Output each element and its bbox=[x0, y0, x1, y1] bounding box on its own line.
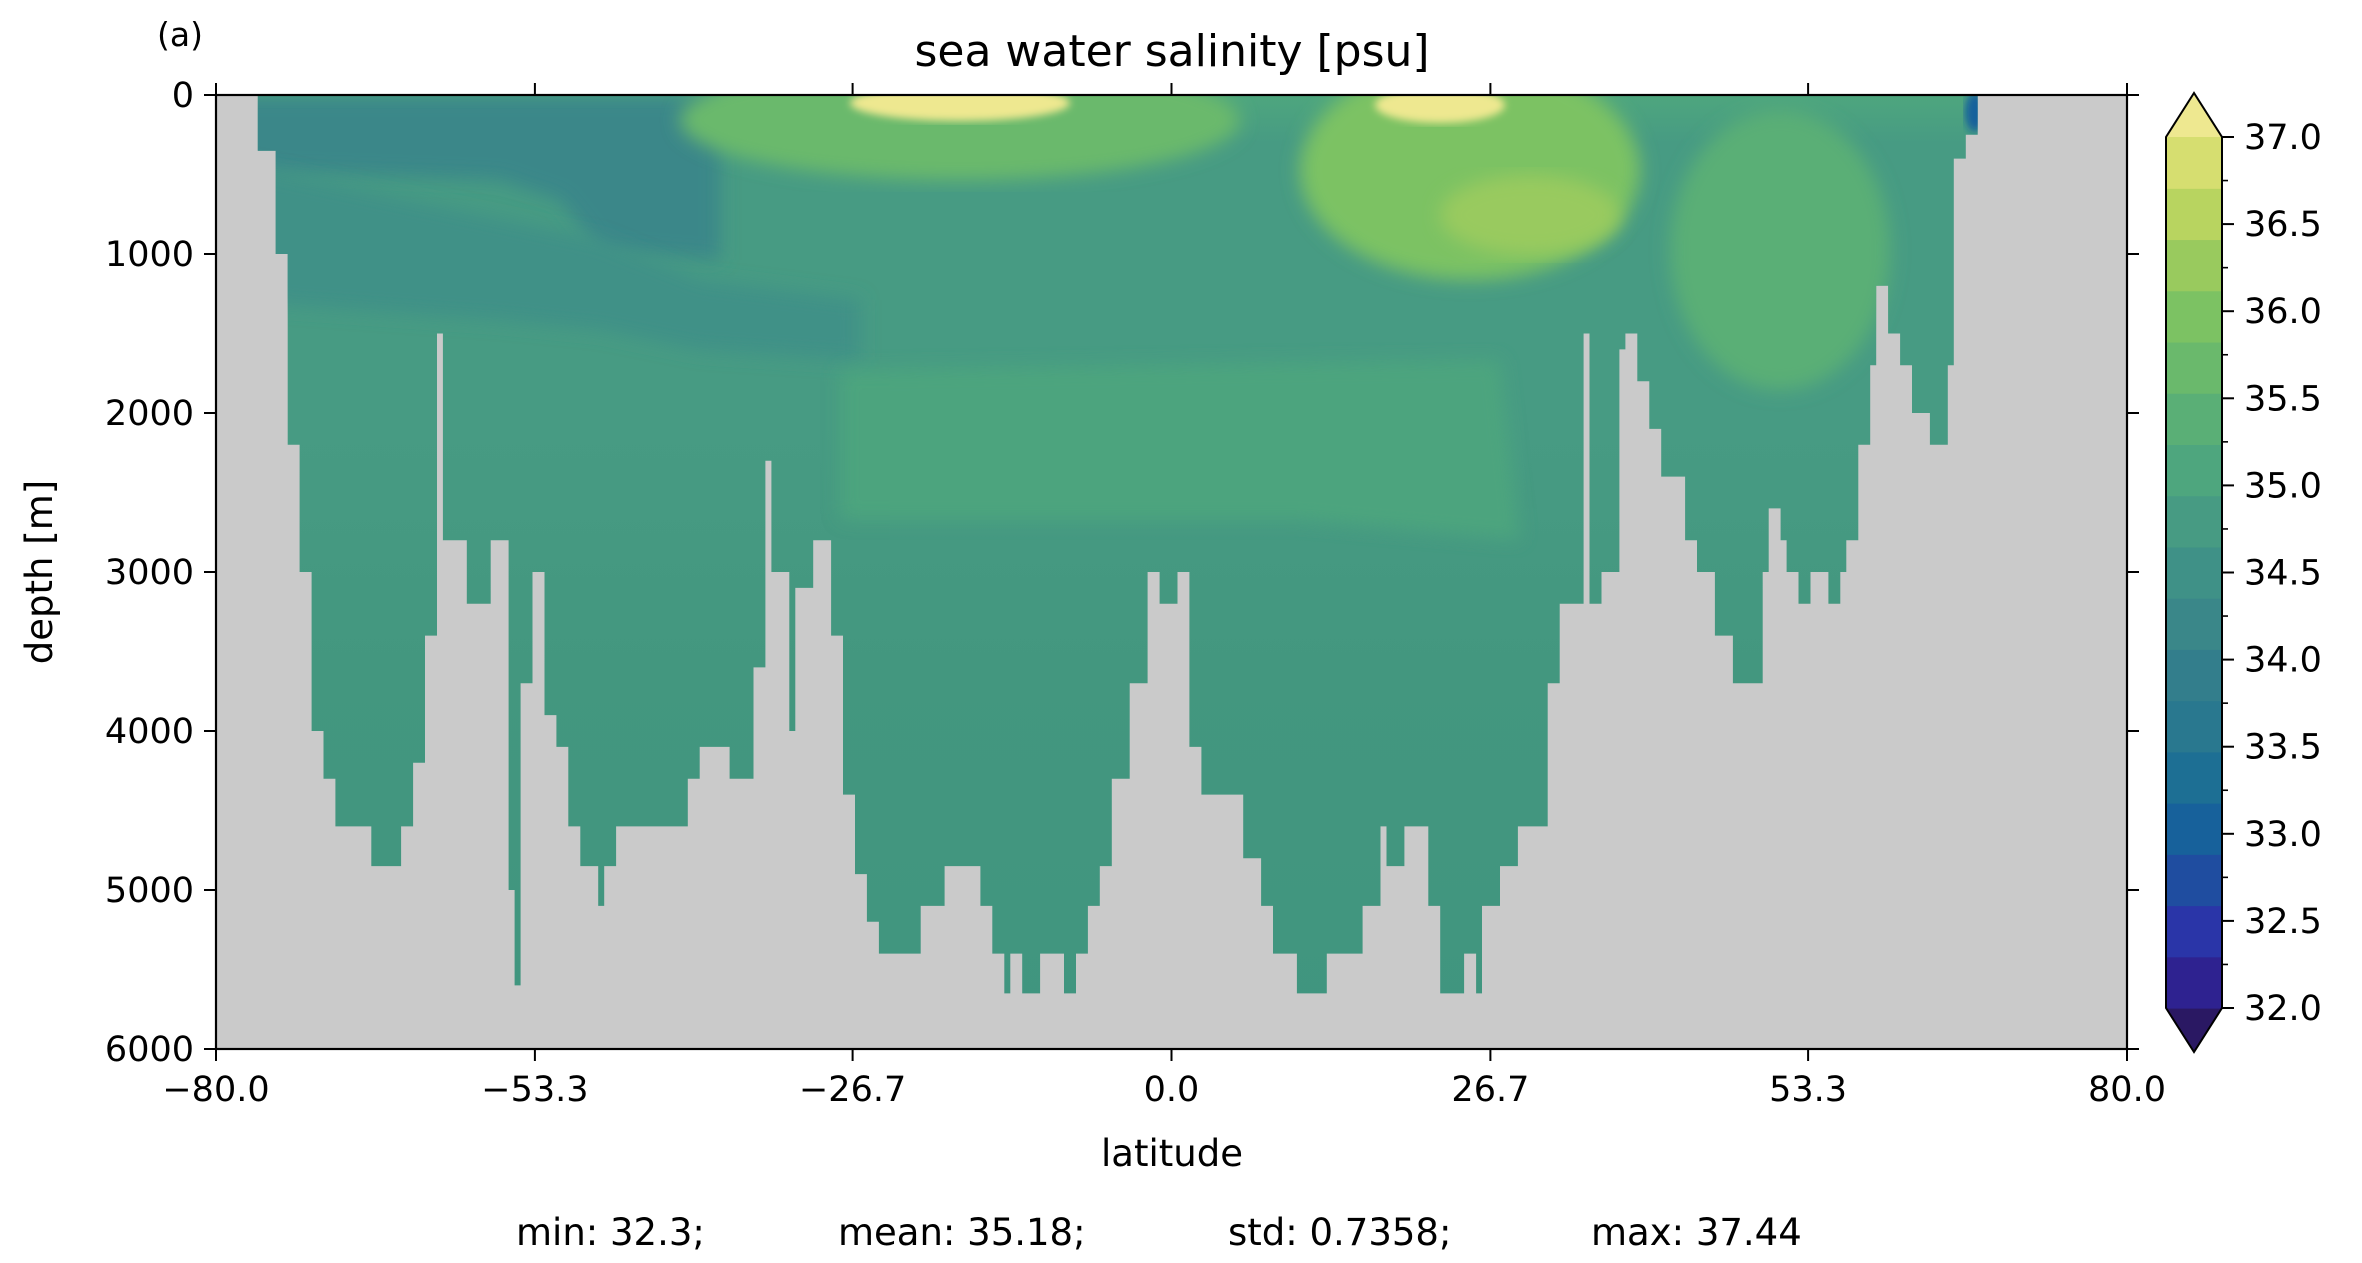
colorbar-segment bbox=[2166, 290, 2222, 343]
plot-area bbox=[216, 95, 2127, 1049]
colorbar-segment bbox=[2166, 546, 2222, 599]
y-tick-label: 0 bbox=[172, 76, 194, 116]
north-atlantic-water bbox=[1670, 110, 1890, 390]
southern-intermediate-water bbox=[216, 160, 860, 360]
x-axis: −80.0 −53.3 −26.7 0.0 26.7 53.3 80.0 bbox=[162, 83, 2166, 1110]
chart-title: sea water salinity [psu] bbox=[914, 26, 1429, 77]
y-tick-label: 2000 bbox=[105, 394, 194, 434]
colorbar-tick-label: 34.5 bbox=[2244, 554, 2322, 594]
y-tick-label: 4000 bbox=[105, 712, 194, 752]
colorbar: 32.0 32.5 33.0 33.5 34.0 34.5 35.0 35.5 36.0 36.5… bbox=[2165, 91, 2322, 1054]
colorbar-segment bbox=[2166, 854, 2222, 907]
south-subtropical-core bbox=[850, 95, 1070, 121]
stat-max: max: 37.44 bbox=[1591, 1211, 1802, 1254]
y-axis-label: depth [m] bbox=[18, 480, 61, 664]
colorbar-tick-label: 35.5 bbox=[2244, 379, 2322, 419]
colorbar-segment bbox=[2166, 495, 2222, 548]
x-tick-label: 0.0 bbox=[1144, 1070, 1200, 1110]
colorbar-segment bbox=[2166, 649, 2222, 702]
colorbar-tick-label: 32.5 bbox=[2244, 902, 2322, 942]
x-tick-label: 26.7 bbox=[1451, 1070, 1529, 1110]
x-tick-label: 53.3 bbox=[1769, 1070, 1847, 1110]
colorbar-tick-label: 36.5 bbox=[2244, 205, 2322, 245]
colorbar-segment bbox=[2166, 239, 2222, 292]
x-tick-label: 80.0 bbox=[2088, 1070, 2166, 1110]
colorbar-segment bbox=[2166, 751, 2222, 804]
colorbar-tick-label: 35.0 bbox=[2244, 466, 2322, 506]
colorbar-segment bbox=[2166, 956, 2222, 1009]
colorbar-segment bbox=[2166, 137, 2222, 189]
stat-mean: mean: 35.18; bbox=[838, 1211, 1086, 1254]
colorbar-segment bbox=[2166, 393, 2222, 446]
north-subtropical-surface bbox=[1300, 95, 1640, 280]
mid-depth-water-mass bbox=[840, 360, 1520, 540]
colorbar-segment bbox=[2166, 341, 2222, 394]
colorbar-segment bbox=[2166, 803, 2222, 855]
colorbar-upper-extend bbox=[2166, 93, 2222, 137]
y-tick-label: 1000 bbox=[105, 235, 194, 275]
x-tick-label: −80.0 bbox=[162, 1070, 269, 1110]
southern-water-mass bbox=[216, 95, 720, 260]
panel-label: (a) bbox=[157, 15, 203, 54]
colorbar-segment bbox=[2166, 700, 2222, 753]
colorbar-segment bbox=[2166, 188, 2222, 241]
colorbar-tick-label: 34.0 bbox=[2244, 641, 2322, 681]
colorbar-tick-label: 37.0 bbox=[2244, 118, 2322, 158]
colorbar-segment bbox=[2166, 598, 2222, 650]
colorbar-segment bbox=[2166, 444, 2222, 497]
y-tick-label: 3000 bbox=[105, 553, 194, 593]
north-subtropical-core bbox=[1375, 95, 1505, 123]
x-tick-label: −26.7 bbox=[799, 1070, 906, 1110]
y-axis: 0 1000 2000 3000 4000 5000 6000 bbox=[105, 76, 2139, 1070]
north-subtropical-deep bbox=[1440, 175, 1620, 255]
colorbar-segment bbox=[2166, 905, 2222, 958]
x-axis-label: latitude bbox=[1101, 1132, 1243, 1175]
colorbar-tick-label: 33.0 bbox=[2244, 815, 2322, 855]
stat-std: std: 0.7358; bbox=[1228, 1211, 1451, 1254]
colorbar-tick-label: 32.0 bbox=[2244, 989, 2322, 1029]
stat-min: min: 32.3; bbox=[516, 1211, 705, 1254]
colorbar-tick-label: 36.0 bbox=[2244, 292, 2322, 332]
y-tick-label: 5000 bbox=[105, 871, 194, 911]
ocean-region bbox=[216, 95, 2127, 994]
colorbar-tick-label: 33.5 bbox=[2244, 728, 2322, 768]
colorbar-lower-extend bbox=[2166, 1008, 2222, 1052]
x-tick-label: −53.3 bbox=[481, 1070, 588, 1110]
y-tick-label: 6000 bbox=[105, 1030, 194, 1070]
